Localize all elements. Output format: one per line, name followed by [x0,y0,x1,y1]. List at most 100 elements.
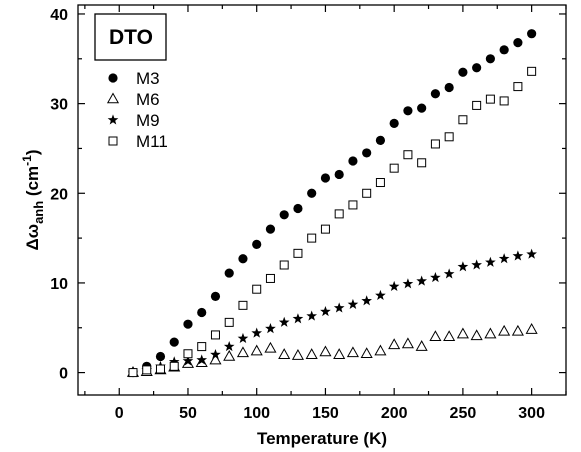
point-m11 [224,317,234,327]
label-box-text: DTO [109,26,153,49]
point-m11 [307,233,317,243]
point-m11 [375,178,385,188]
x-tick-label: 0 [115,405,124,422]
point-m9 [471,259,482,270]
point-m11 [348,200,358,210]
point-m3 [444,82,454,93]
point-m11 [210,330,220,340]
point-m3 [499,45,509,55]
point-m9 [251,327,263,338]
point-m9 [388,280,400,292]
point-m6 [429,330,442,342]
point-m6 [443,330,456,342]
x-axis: 0 50 100 150 200 250 300 [84,5,567,422]
x-tick-label: 100 [243,405,270,422]
point-m6 [525,323,538,334]
point-m11 [334,209,344,219]
point-m3 [362,148,372,158]
y-axis: 0 10 20 30 40 [50,7,566,383]
point-m6 [401,337,414,349]
point-m9 [457,261,469,272]
point-m9 [375,289,386,301]
point-m11 [320,224,330,234]
point-m9 [361,295,372,306]
point-m11 [417,158,427,168]
point-m3 [458,67,468,77]
series-m9 [127,248,537,378]
point-m3 [513,38,523,48]
y-axis-title-sup: -1 [20,155,34,166]
legend-marker-m11 [108,136,118,146]
point-m3 [485,54,495,64]
y-tick-label: 40 [50,7,68,24]
plot-frame [77,4,567,396]
y-axis-title-unit-open: (cm [23,166,42,201]
point-m9 [223,340,235,352]
point-m9 [347,298,359,309]
point-m9 [278,316,290,327]
point-m6 [209,353,222,365]
point-m3 [238,254,248,264]
point-m3 [183,319,193,329]
point-m3 [307,188,317,198]
point-m11 [169,361,179,371]
point-m11 [252,284,262,294]
legend-label-m3: M3 [136,69,160,88]
legend-label-m9: M9 [136,111,160,130]
point-m11 [485,94,495,104]
point-m3 [279,210,289,220]
point-m6 [264,341,277,353]
point-m11 [513,82,523,92]
point-m3 [224,268,234,278]
point-m3 [472,63,482,73]
point-m6 [498,324,511,336]
point-m6 [415,340,428,351]
y-axis-title-sub: anh [31,201,46,224]
point-m11 [183,349,193,359]
series-m11 [128,66,537,378]
point-m6 [333,348,346,359]
point-m6 [470,329,483,341]
point-m9 [443,268,455,279]
point-m9 [210,349,221,360]
point-m6 [291,349,304,360]
point-m11 [142,365,152,375]
data-points [126,29,538,378]
label-box [94,13,167,61]
x-tick-label: 50 [179,405,197,422]
y-axis-title: Δωanh (cm-1) [20,149,46,250]
point-m3 [348,156,358,166]
point-m9 [498,253,510,264]
point-m9 [333,302,345,313]
point-m9 [292,313,304,324]
point-m9 [416,275,427,286]
point-m3 [430,89,441,99]
point-m9 [196,354,208,365]
point-m6 [223,349,236,361]
point-m3 [197,307,207,318]
point-m6 [305,348,318,359]
point-m9 [512,250,524,261]
point-m6 [374,344,387,356]
point-m6 [388,338,401,350]
legend-marker-m3 [108,73,118,83]
point-m3 [320,173,331,183]
point-m11 [197,342,207,352]
point-m11 [265,273,275,283]
point-m6 [484,327,497,339]
point-m11 [389,163,399,173]
series-m3 [128,29,537,378]
x-tick-label: 200 [381,405,408,422]
point-m3 [334,169,344,180]
point-m3 [417,103,427,113]
point-m6 [360,347,373,359]
point-m6 [250,344,263,356]
point-m11 [128,368,138,378]
point-m9 [430,271,441,283]
point-m9 [168,356,180,367]
point-m3 [252,239,262,249]
y-tick-label: 30 [50,97,68,114]
point-m3 [169,337,179,347]
point-m11 [444,132,454,142]
